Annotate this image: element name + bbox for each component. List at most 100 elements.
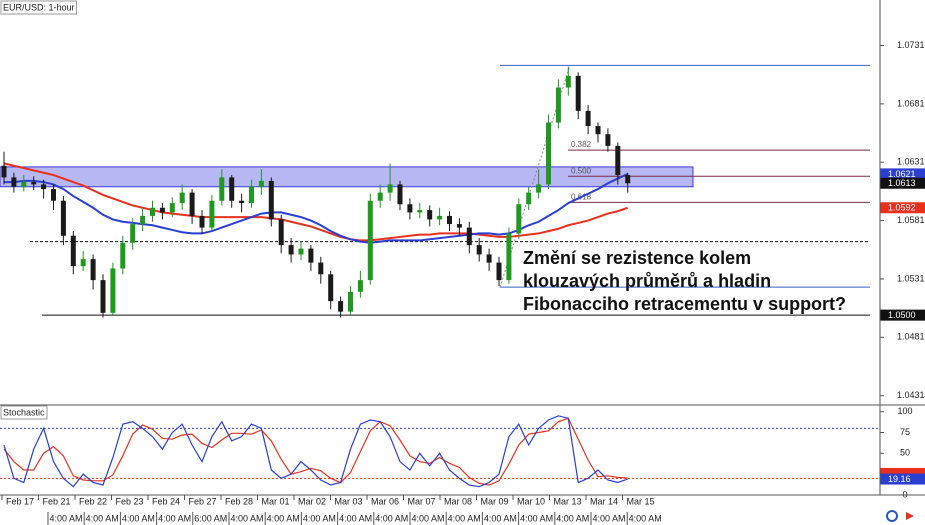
- x-date-label: Mar 15: [626, 496, 654, 506]
- candle-body: [90, 259, 96, 281]
- panel-title: EUR/USD: 1-hour: [3, 2, 75, 12]
- candle-body: [397, 184, 403, 205]
- candle-body: [546, 122, 551, 185]
- candle-body: [110, 268, 116, 313]
- candle-body: [615, 145, 621, 176]
- y-tick-label: 75: [900, 427, 910, 437]
- annotation: klouzavých průměrů a hladin: [523, 271, 771, 291]
- x-date-label: Feb 28: [225, 496, 253, 506]
- stoch-line: [3, 415, 628, 488]
- candle-body: [100, 280, 106, 313]
- x-date-label: Mar 13: [553, 496, 581, 506]
- price-tag-label: 19.16: [888, 474, 911, 484]
- candle-body: [605, 134, 611, 146]
- stoch-tag: [880, 467, 925, 479]
- candle-body: [427, 210, 433, 220]
- x-time-label: 4:00 AM: [230, 513, 263, 523]
- candle-body: [595, 126, 601, 135]
- x-time-label: 4:00 AM: [49, 513, 82, 523]
- y-tick-label: 1.0481: [897, 332, 925, 342]
- x-time-label: 4:00 AM: [484, 513, 517, 523]
- x-time-label: 4:00 AM: [339, 513, 372, 523]
- candle-body: [278, 219, 284, 246]
- x-time-label: 6:00 AM: [194, 513, 227, 523]
- y-tick-label: 50: [900, 448, 910, 458]
- x-date-label: Mar 10: [517, 496, 545, 506]
- x-time-label: 4:00 AM: [592, 513, 625, 523]
- candle-body: [120, 242, 126, 269]
- y-tick-label: 1.0681: [897, 98, 925, 108]
- x-date-label: Feb 23: [115, 496, 143, 506]
- candle-body: [308, 248, 314, 263]
- x-time-label: 4:00 AM: [411, 513, 444, 523]
- x-date-label: Mar 14: [590, 496, 618, 506]
- x-date-label: Mar 09: [480, 496, 508, 506]
- candle-body: [199, 215, 205, 228]
- candle-body: [229, 177, 235, 201]
- annotation: Změní se rezistence kolem: [523, 248, 751, 268]
- candle-body: [447, 215, 452, 225]
- candle-body: [536, 184, 542, 193]
- y-tick-label: 0: [902, 489, 907, 499]
- candle-body: [189, 192, 195, 216]
- x-time-label: 4:00 AM: [448, 513, 481, 523]
- candle-body: [1, 165, 7, 178]
- x-time-label: 4:00 AM: [267, 513, 300, 523]
- candle-body: [585, 110, 591, 127]
- candle-body: [407, 204, 413, 213]
- candle-body: [377, 192, 383, 201]
- price-tag-label: 1.0621: [888, 169, 916, 179]
- candle-body: [387, 184, 393, 193]
- candle-body: [51, 189, 56, 201]
- title-box: [0, 0, 78, 15]
- candle-body: [60, 200, 66, 236]
- candle-body: [437, 215, 443, 220]
- candle-body: [625, 175, 631, 184]
- candle-body: [268, 180, 274, 220]
- candle-body: [169, 203, 175, 213]
- candle-body: [555, 87, 561, 123]
- candle-body: [486, 254, 492, 263]
- price-tag-label: 1.0613: [888, 178, 916, 188]
- candle-body: [140, 215, 146, 225]
- x-date-label: Feb 17: [6, 496, 34, 506]
- candle-body: [31, 182, 37, 185]
- x-date-label: Feb 24: [152, 496, 180, 506]
- sync-icon[interactable]: [886, 510, 898, 522]
- candle-body: [565, 75, 571, 88]
- candle-body: [249, 186, 254, 204]
- x-time-label: 4:00 AM: [86, 513, 119, 523]
- fib-level-label: 0.500: [571, 166, 592, 175]
- x-date-label: Feb 22: [79, 496, 107, 506]
- candle-body: [239, 200, 245, 204]
- candle-body: [80, 259, 86, 267]
- x-time-label: 4:00 AM: [520, 513, 553, 523]
- price-tag: [880, 473, 925, 485]
- candle-body: [575, 75, 581, 111]
- candle-body: [318, 262, 324, 275]
- x-time-label: 4:00 AM: [122, 513, 155, 523]
- toolbar-icons[interactable]: [886, 510, 914, 522]
- x-time-label: 4:00 AM: [375, 513, 408, 523]
- fib-level-label: 0.382: [571, 140, 592, 149]
- y-tick-label: 1.0431: [897, 390, 925, 400]
- x-time-label: 4:00 AM: [556, 513, 589, 523]
- x-date-label: Feb 27: [188, 496, 216, 506]
- scroll-icon[interactable]: [906, 512, 914, 520]
- moving-average: [3, 162, 629, 242]
- price-tag-label: 1.0500: [888, 310, 916, 320]
- y-tick-label: 100: [897, 406, 912, 416]
- price-tag: [880, 177, 925, 189]
- price-tag: [880, 168, 925, 180]
- x-date-label: Feb 21: [42, 496, 70, 506]
- candle-body: [41, 184, 47, 190]
- candle-body: [456, 224, 462, 228]
- candle-body: [526, 192, 532, 205]
- candle-body: [516, 204, 522, 234]
- price-tag: [880, 309, 925, 321]
- candle-body: [417, 210, 423, 213]
- candle-body: [506, 233, 512, 281]
